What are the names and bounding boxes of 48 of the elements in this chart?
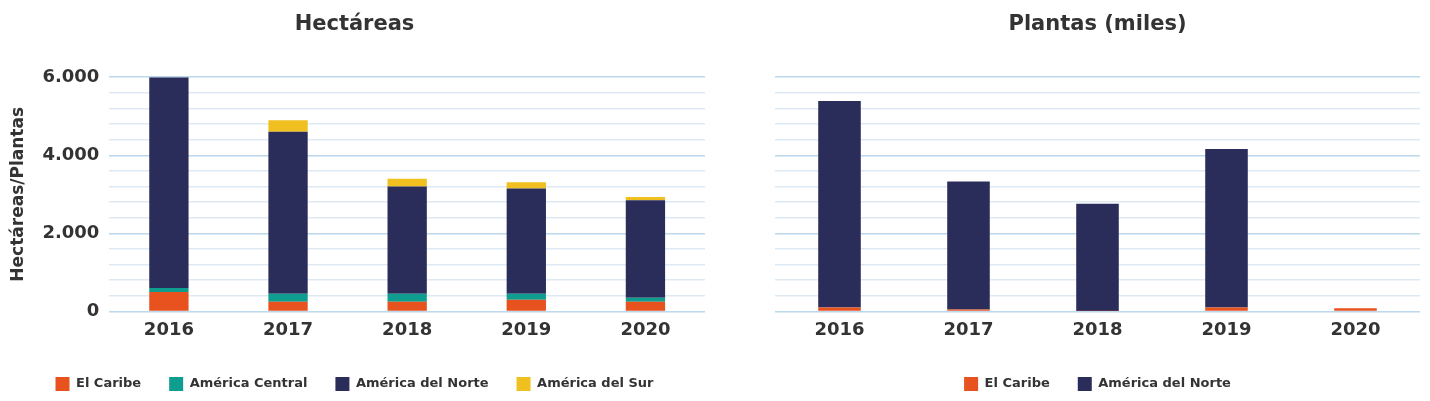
bar xyxy=(947,181,990,310)
bar xyxy=(625,197,666,201)
bar xyxy=(1205,307,1248,311)
bar xyxy=(1205,149,1248,308)
bar xyxy=(506,293,546,300)
bar xyxy=(149,291,189,311)
bar xyxy=(625,200,666,298)
bar xyxy=(506,188,546,294)
bar xyxy=(1334,308,1377,311)
x-tick-label: 2019 xyxy=(501,317,552,339)
bar xyxy=(818,101,861,308)
bar xyxy=(625,301,666,311)
legend-label: El Caribe xyxy=(76,375,142,391)
x-tick-label: 2016 xyxy=(814,317,865,339)
bar xyxy=(268,120,308,132)
x-tick-label: 2018 xyxy=(1072,317,1123,339)
legend-label: América del Norte xyxy=(1098,375,1232,391)
bar xyxy=(506,299,546,311)
bar xyxy=(268,301,308,311)
legend-label: América Central xyxy=(189,375,308,391)
bar xyxy=(268,293,308,302)
x-tick-label: 2020 xyxy=(620,317,671,339)
bar xyxy=(506,182,546,189)
bar xyxy=(387,293,427,302)
legend-label: América del Sur xyxy=(537,375,655,391)
x-tick-label: 2018 xyxy=(382,317,433,339)
y-tick-label: 4.000 xyxy=(42,142,100,164)
x-tick-label: 2019 xyxy=(1201,317,1252,339)
y-tick-label: 0 xyxy=(86,299,100,321)
legend-label: América del Norte xyxy=(355,375,489,391)
chart-title: Plantas (miles) xyxy=(1008,11,1187,36)
bar xyxy=(387,186,427,294)
bar xyxy=(149,287,189,292)
bar xyxy=(1076,203,1119,312)
y-tick-label: 2.000 xyxy=(42,221,100,243)
bar xyxy=(268,131,308,294)
y-tick-label: 6.000 xyxy=(42,64,100,86)
legend-label: El Caribe xyxy=(984,375,1050,391)
x-tick-label: 2017 xyxy=(943,317,994,339)
bar xyxy=(149,77,189,288)
bar xyxy=(818,307,861,311)
x-tick-label: 2020 xyxy=(1330,317,1381,339)
x-tick-label: 2017 xyxy=(262,317,314,339)
x-tick-label: 2016 xyxy=(143,317,194,339)
y-axis-title: Hectáreas/Plantas xyxy=(6,106,27,282)
bar xyxy=(625,297,666,302)
bar xyxy=(387,301,427,311)
chart-title: Hectáreas xyxy=(294,11,415,36)
